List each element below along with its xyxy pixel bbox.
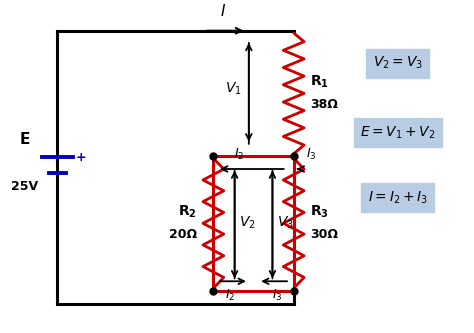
Text: 25V: 25V [11, 180, 38, 193]
Text: $I = I_2 + I_3$: $I = I_2 + I_3$ [367, 189, 428, 206]
Text: E: E [19, 132, 29, 147]
Text: 30Ω: 30Ω [310, 228, 338, 241]
Text: $V_2$: $V_2$ [239, 215, 256, 231]
Text: $I_3$: $I_3$ [306, 147, 316, 162]
Text: $\mathbf{R_1}$: $\mathbf{R_1}$ [310, 74, 329, 90]
Text: $\mathbf{R_2}$: $\mathbf{R_2}$ [178, 203, 197, 220]
Text: 38Ω: 38Ω [310, 99, 338, 112]
Text: $V_3$: $V_3$ [277, 215, 294, 231]
Text: $E = V_1 + V_2$: $E = V_1 + V_2$ [360, 125, 436, 141]
Text: $I_2$: $I_2$ [225, 288, 235, 303]
Text: 20Ω: 20Ω [169, 228, 197, 241]
Text: $I_2$: $I_2$ [234, 147, 245, 162]
Text: $I_3$: $I_3$ [272, 288, 283, 303]
Text: $V_1$: $V_1$ [225, 81, 242, 97]
Text: $\mathbf{R_3}$: $\mathbf{R_3}$ [310, 203, 329, 220]
Text: $I$: $I$ [220, 3, 226, 19]
Text: +: + [75, 151, 86, 164]
Text: $V_2 = V_3$: $V_2 = V_3$ [373, 55, 423, 71]
